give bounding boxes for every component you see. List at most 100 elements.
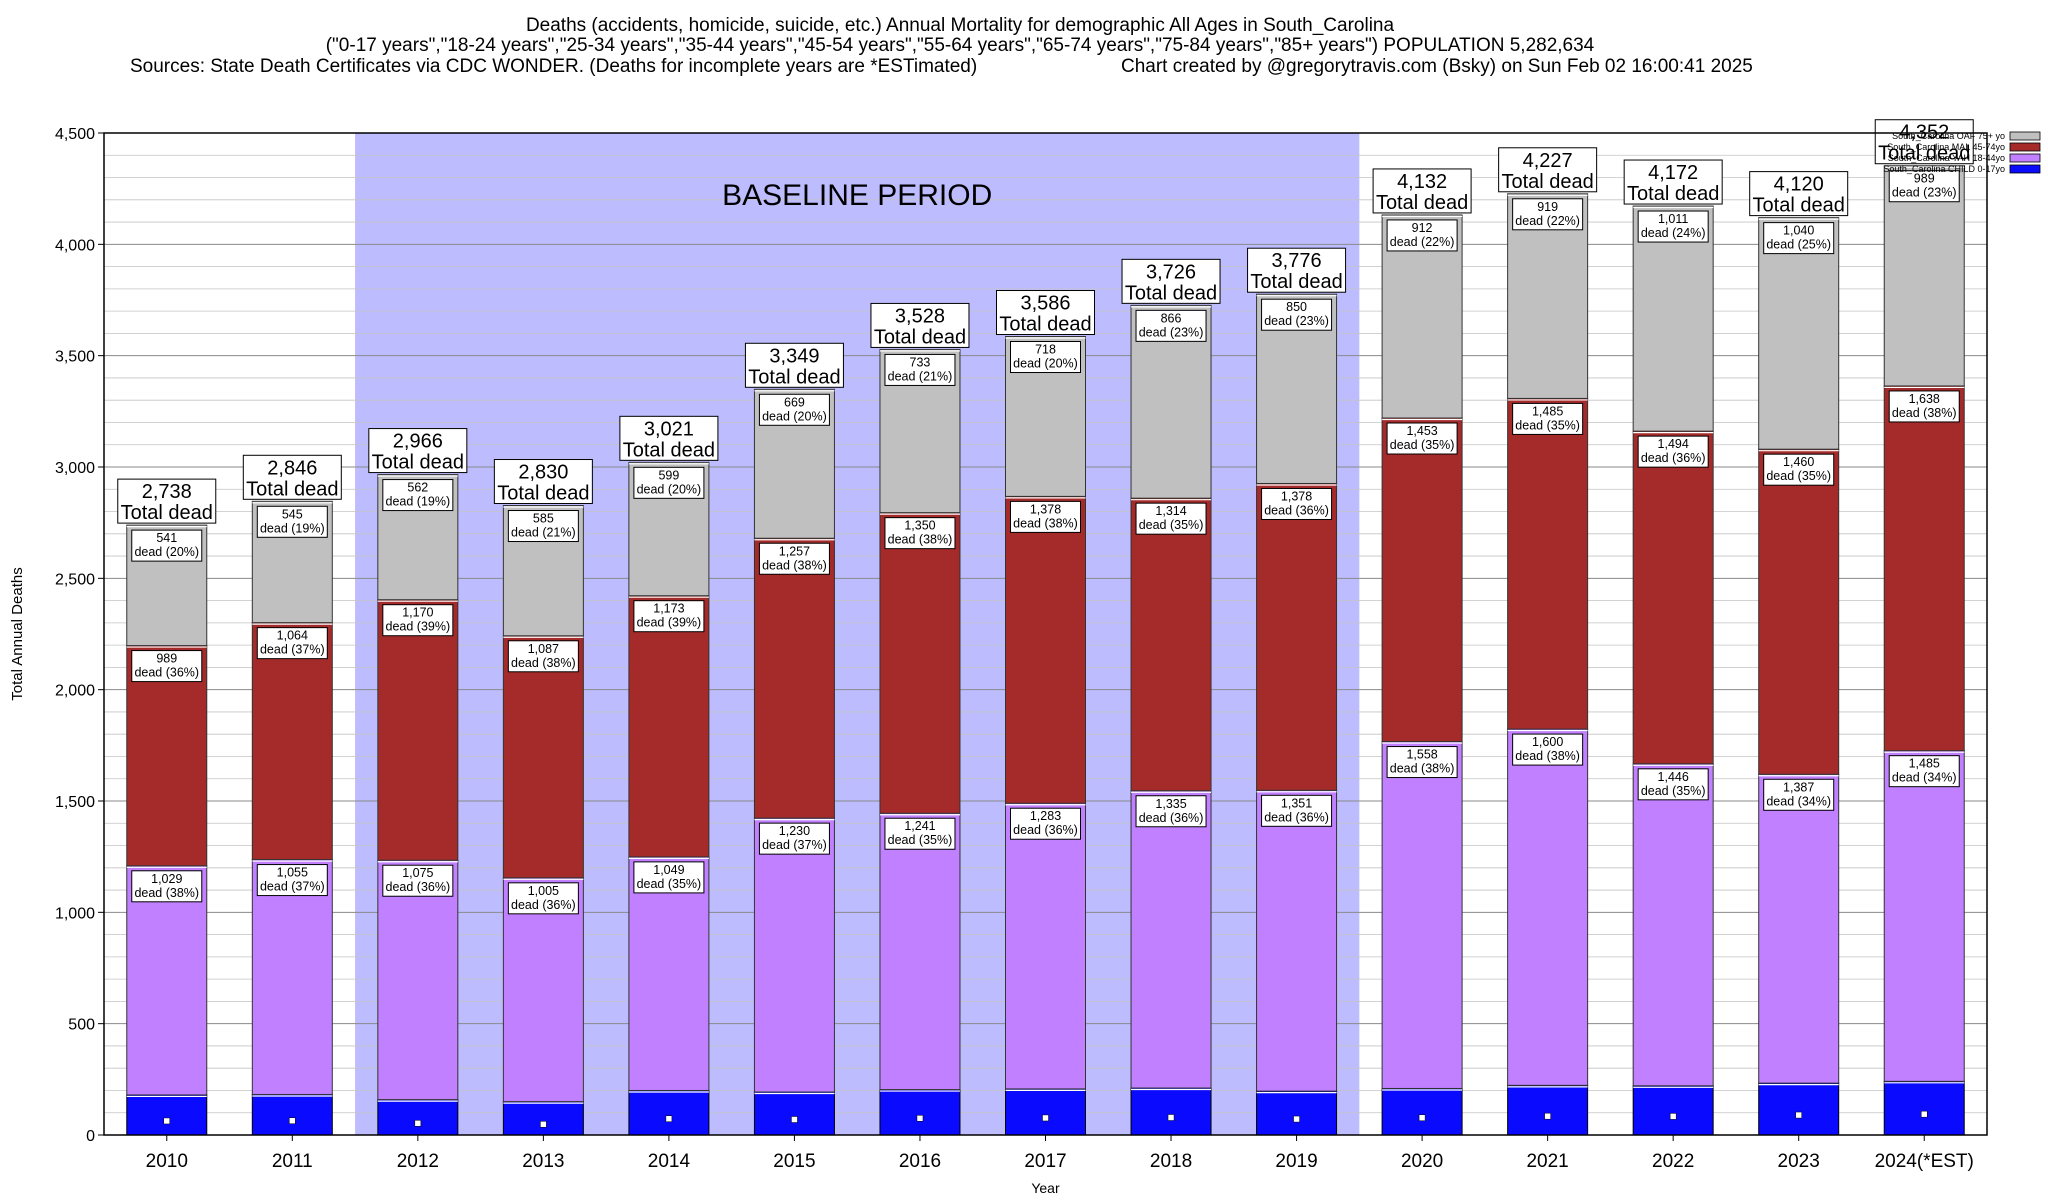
data-label-open-paren: ( (413, 880, 421, 894)
data-label-box (1010, 500, 1081, 533)
y-tick-label: 2,500 (55, 571, 95, 588)
total-label-value: 3,726 (1146, 261, 1196, 283)
data-label-caption: dead (1892, 186, 1920, 200)
data-label-close-paren: ) (948, 369, 952, 383)
data-label-open-paren: ( (915, 833, 923, 847)
data-label-box (382, 604, 454, 637)
legend-entry-label: South_Carolina OAF 75+ yo (1892, 131, 2005, 141)
data-label-close-paren: ) (823, 838, 827, 852)
data-label-value: 1,638 (1909, 392, 1940, 406)
data-label-open-paren: ( (162, 886, 170, 900)
data-label-percent: 21% (923, 369, 948, 383)
data-label-value: 1,283 (1030, 809, 1061, 823)
child-marker (1795, 1111, 1802, 1119)
bar-segment (1632, 430, 1714, 765)
data-label-open-paren: ( (539, 898, 547, 912)
data-label-open-paren: ( (1041, 823, 1049, 837)
data-label-percent: 23% (1300, 314, 1325, 328)
data-label-box (131, 650, 203, 683)
data-label-caption: dead (260, 643, 288, 657)
data-label-box (1512, 402, 1584, 435)
data-label-box (1386, 422, 1458, 455)
data-label-open-paren: ( (1794, 469, 1802, 483)
data-label-open-paren: ( (1292, 503, 1300, 517)
data-label-open-paren: ( (413, 495, 421, 509)
data-label-box (1888, 390, 1960, 423)
data-label-box (1386, 746, 1458, 779)
data-label-value: 1,485 (1909, 757, 1940, 771)
data-label-close-paren: ) (1450, 762, 1454, 776)
data-label-percent: 35% (1551, 418, 1576, 432)
data-label-caption: dead (511, 526, 539, 540)
bar-segment (628, 595, 710, 858)
data-label-caption: dead (511, 898, 539, 912)
data-label-value: 1,558 (1406, 748, 1437, 762)
total-label-value: 4,172 (1648, 162, 1698, 184)
data-label-percent: 36% (1049, 823, 1074, 837)
data-label-percent: 34% (1927, 771, 1952, 785)
data-label-caption: dead (1013, 516, 1041, 530)
y-tick-label: 1,500 (55, 794, 95, 811)
data-label-box (758, 542, 830, 575)
data-label-close-paren: ) (446, 495, 450, 509)
data-label-close-paren: ) (1199, 518, 1203, 532)
child-marker (163, 1117, 171, 1125)
data-label-box (884, 353, 956, 386)
total-label-value: 3,586 (1020, 293, 1070, 315)
data-label-percent: 35% (1676, 784, 1701, 798)
total-label-caption: Total dead (748, 366, 840, 388)
data-label-pct: dead (36%) (1264, 810, 1329, 824)
total-label-box (1874, 119, 1974, 165)
data-label-close-paren: ) (1952, 406, 1956, 420)
data-label-close-paren: ) (1199, 325, 1203, 339)
data-label-box (1888, 170, 1960, 203)
data-label-pct: dead (35%) (1390, 438, 1455, 452)
data-label-value: 1,173 (653, 602, 684, 616)
data-label-close-paren: ) (572, 898, 576, 912)
total-label-box (1623, 159, 1723, 205)
data-label-box (382, 479, 454, 512)
total-label-box (1247, 247, 1347, 293)
data-label-box (1512, 198, 1584, 231)
data-label-percent: 20% (1049, 357, 1074, 371)
data-label-close-paren: ) (1576, 418, 1580, 432)
data-label-caption: dead (134, 666, 162, 680)
total-label-box (619, 415, 719, 461)
data-label-open-paren: ( (1041, 357, 1049, 371)
data-label-percent: 38% (1551, 749, 1576, 763)
data-label-percent: 36% (1300, 810, 1325, 824)
data-label-close-paren: ) (1074, 823, 1078, 837)
data-label-value: 1,485 (1532, 404, 1563, 418)
data-label-close-paren: ) (697, 482, 701, 496)
bar-segment (1381, 417, 1463, 743)
total-label-box (1498, 147, 1598, 193)
data-label-percent: 22% (1551, 214, 1576, 228)
total-label-value: 2,846 (267, 457, 317, 479)
bar-segment (1883, 165, 1965, 387)
data-label-box (1386, 219, 1458, 252)
bar-segment (377, 599, 459, 861)
data-label-value: 1,600 (1532, 735, 1563, 749)
data-label-open-paren: ( (1669, 784, 1677, 798)
data-label-pct: dead (37%) (260, 880, 325, 894)
data-label-percent: 35% (923, 833, 948, 847)
bar-segment (1758, 773, 1840, 1084)
data-label-box (1010, 341, 1081, 374)
data-label-caption: dead (888, 533, 916, 547)
total-label-caption: Total dead (372, 452, 464, 474)
data-label-pct: dead (23%) (1139, 325, 1204, 339)
data-label-box (1135, 309, 1207, 342)
data-label-open-paren: ( (1167, 325, 1175, 339)
data-label-pct: dead (22%) (1390, 235, 1455, 249)
data-label-pct: dead (23%) (1264, 314, 1329, 328)
data-label-caption: dead (1766, 469, 1794, 483)
data-label-box (1010, 807, 1081, 840)
legend-swatch (2009, 153, 2041, 163)
data-label-pct: dead (20%) (637, 482, 702, 496)
x-tick-label: 2014 (648, 1151, 691, 1172)
data-label-value: 1,064 (277, 629, 308, 643)
data-label-pct: dead (35%) (1641, 784, 1706, 798)
bar-segment (1507, 1084, 1589, 1136)
data-label-box (884, 517, 956, 550)
chart-sources: Sources: State Death Certificates via CD… (130, 56, 977, 77)
